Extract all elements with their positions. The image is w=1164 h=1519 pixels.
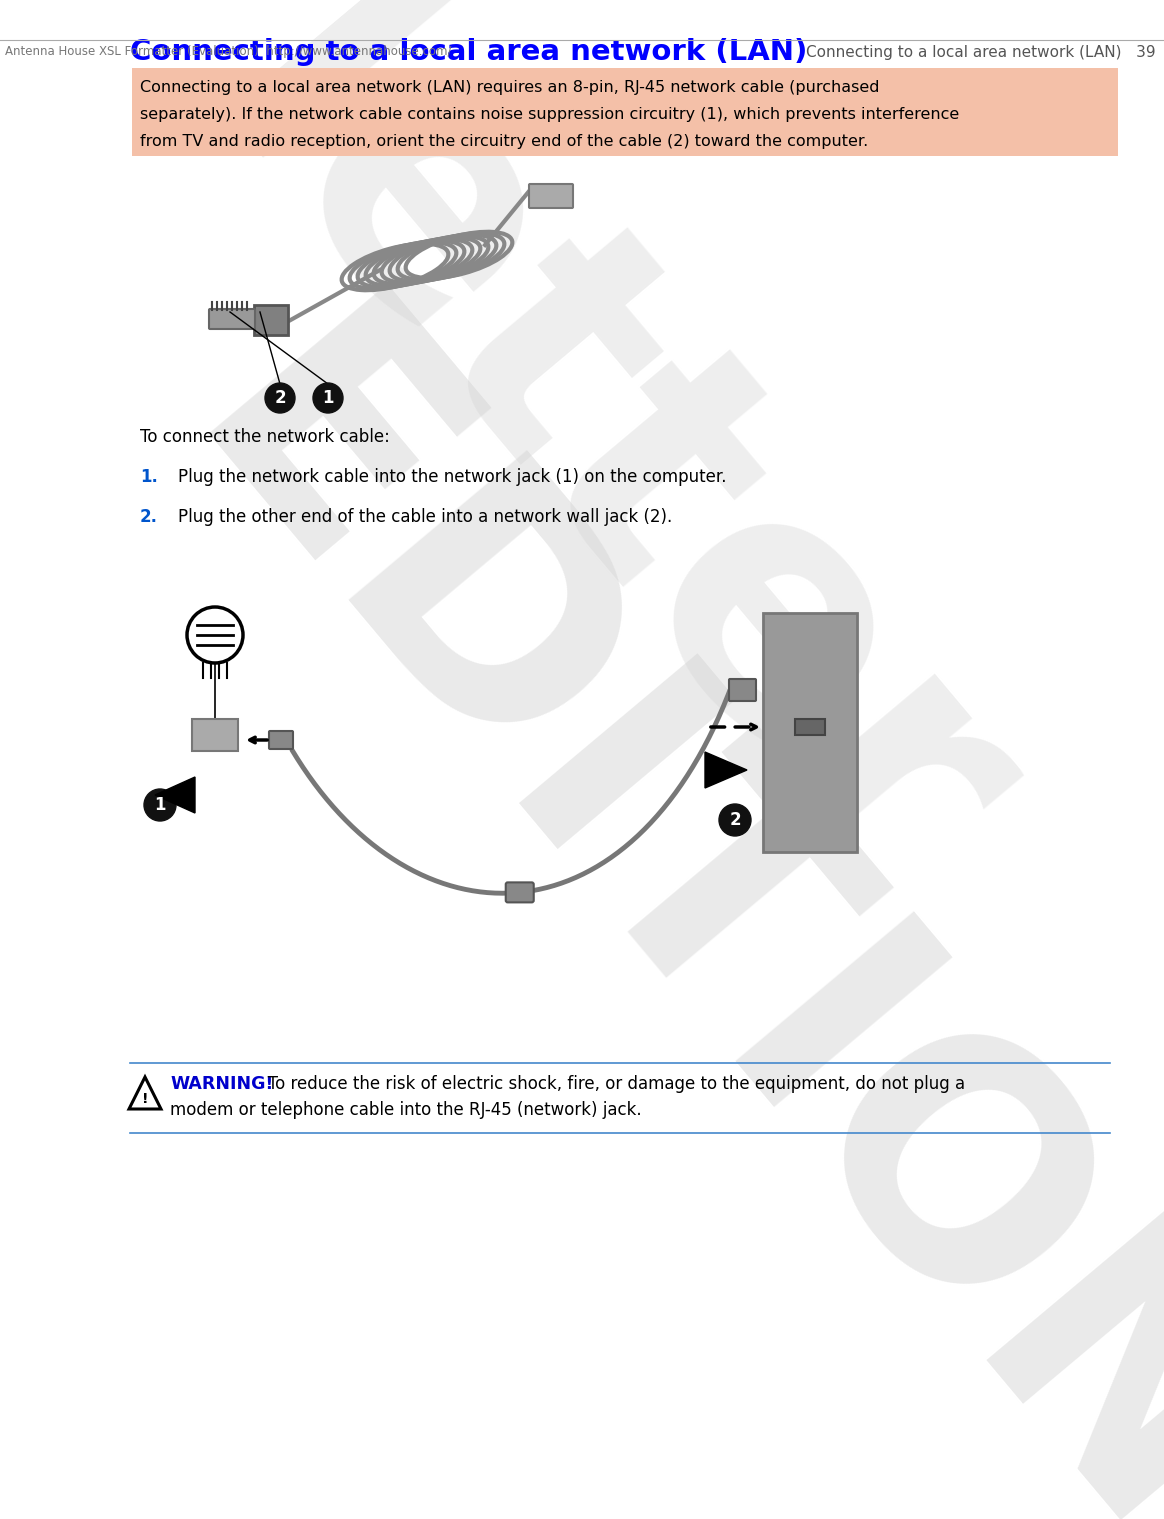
Text: separately). If the network cable contains noise suppression circuitry (1), whic: separately). If the network cable contai… [140,106,959,122]
Text: 2: 2 [275,389,286,407]
Circle shape [719,804,751,835]
FancyBboxPatch shape [528,184,573,208]
Text: Connecting to a local area network (LAN): Connecting to a local area network (LAN) [130,38,808,65]
Text: To reduce the risk of electric shock, fire, or damage to the equipment, do not p: To reduce the risk of electric shock, fi… [251,1075,965,1094]
Text: Connecting to a local area network (LAN) requires an 8-pin, RJ-45 network cable : Connecting to a local area network (LAN)… [140,81,880,96]
Circle shape [187,608,243,662]
Text: To connect the network cable:: To connect the network cable: [140,428,390,447]
FancyBboxPatch shape [192,718,237,750]
FancyBboxPatch shape [210,308,255,330]
Text: Plug the network cable into the network jack (1) on the computer.: Plug the network cable into the network … [178,468,726,486]
Text: !: ! [142,1092,148,1106]
FancyBboxPatch shape [269,731,293,749]
Text: 2.: 2. [140,507,158,526]
Polygon shape [705,752,747,788]
FancyBboxPatch shape [254,305,288,336]
Text: Antenna House XSL Formatter (Evaluation)  http://www.antennahouse.com/: Antenna House XSL Formatter (Evaluation)… [5,46,452,58]
Text: 2: 2 [729,811,740,829]
FancyBboxPatch shape [795,718,825,735]
Text: from TV and radio reception, orient the circuitry end of the cable (2) toward th: from TV and radio reception, orient the … [140,134,868,149]
Text: 1: 1 [322,389,334,407]
Polygon shape [129,1077,161,1109]
Circle shape [313,383,343,413]
Circle shape [144,788,176,820]
Text: letter: letter [144,0,1066,962]
Circle shape [265,383,294,413]
Text: 1.: 1. [140,468,158,486]
Text: EDITION: EDITION [128,276,1164,1519]
FancyBboxPatch shape [729,679,755,700]
Text: Connecting to a local area network (LAN)   39: Connecting to a local area network (LAN)… [807,46,1156,59]
FancyBboxPatch shape [132,68,1117,156]
FancyBboxPatch shape [505,883,534,902]
Text: 1: 1 [155,796,165,814]
Polygon shape [155,778,196,813]
FancyBboxPatch shape [762,614,857,852]
Text: WARNING!: WARNING! [170,1075,274,1094]
Text: modem or telephone cable into the RJ-45 (network) jack.: modem or telephone cable into the RJ-45 … [170,1101,641,1120]
Text: Plug the other end of the cable into a network wall jack (2).: Plug the other end of the cable into a n… [178,507,673,526]
